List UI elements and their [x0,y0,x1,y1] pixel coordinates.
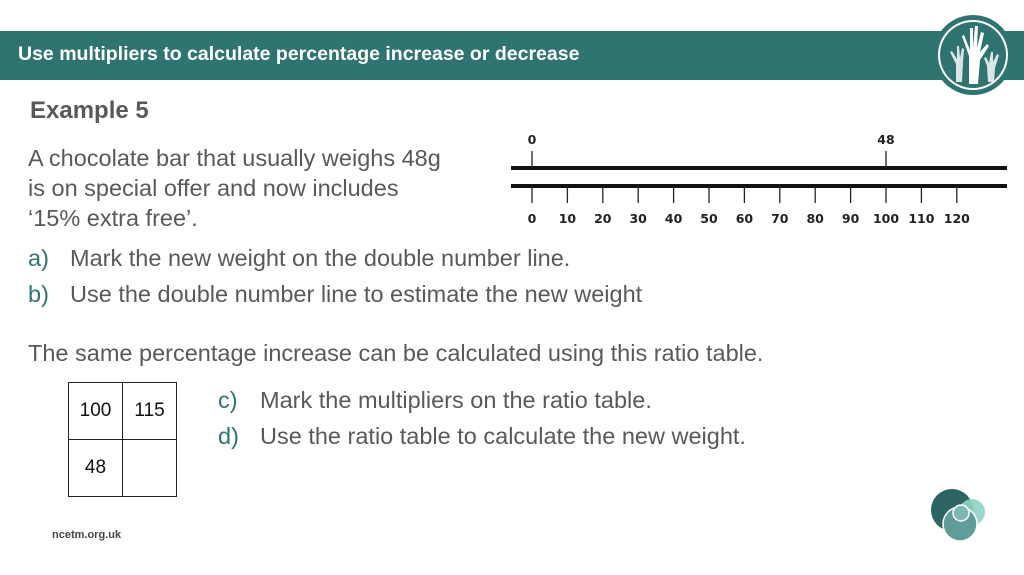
bridge-text: The same percentage increase can be calc… [28,340,764,366]
double-number-line: 0 48 0 10 20 30 40 50 60 70 80 90 100 110 120 [511,132,1007,226]
intro-line-3: ‘15% extra free’. [28,205,198,231]
bottom-tick-label: 70 [771,211,789,226]
raised-hands-logo-icon [933,15,1013,95]
ratio-table-row: 48 [68,439,177,497]
task-text: Use the double number line to estimate t… [70,281,643,307]
task-letter: c) [218,387,238,413]
ratio-cell [122,439,177,497]
ratio-table: 100 115 48 [68,382,177,497]
intro-line-1: A chocolate bar that usually weighs 48g [28,145,441,171]
example-title: Example 5 [30,97,149,124]
task-c: c) Mark the multipliers on the ratio tabl… [218,387,652,414]
ratio-cell: 48 [68,439,123,497]
task-text: Mark the multipliers on the ratio table. [260,387,652,413]
bottom-tick-label: 10 [559,211,577,226]
task-text: Mark the new weight on the double number… [70,245,571,271]
ratio-cell: 100 [68,382,123,440]
bottom-tick-label: 120 [944,211,970,226]
task-letter: b) [28,281,49,307]
header-bar [0,31,1024,80]
task-a: a) Mark the new weight on the double numb… [28,245,570,272]
slide-title: Use multipliers to calculate percentage … [18,43,580,65]
ratio-cell: 115 [122,382,177,440]
bottom-tick-label: 90 [842,211,860,226]
bottom-tick-label: 50 [700,211,718,226]
task-b: b) Use the double number line to estimate… [28,281,642,308]
bottom-tick-label: 60 [736,211,754,226]
bottom-tick-label: 80 [806,211,824,226]
bottom-tick-label: 100 [873,211,899,226]
task-letter: d) [218,423,239,449]
task-d: d) Use the ratio table to calculate the n… [218,423,746,450]
bottom-tick-label: 110 [908,211,934,226]
task-letter: a) [28,245,49,271]
top-tick-label: 48 [877,132,894,147]
top-tick-label: 0 [528,132,537,147]
footer-url: ncetm.org.uk [52,529,122,541]
bottom-tick-label: 20 [594,211,612,226]
overlapping-circles-logo-icon [931,489,985,542]
intro-line-2: is on special offer and now includes [28,175,399,201]
task-text: Use the ratio table to calculate the new… [260,423,746,449]
bottom-tick-label: 40 [665,211,683,226]
ratio-table-row: 100 115 [68,382,177,440]
bottom-tick-label: 0 [528,211,537,226]
bottom-tick-label: 30 [629,211,647,226]
